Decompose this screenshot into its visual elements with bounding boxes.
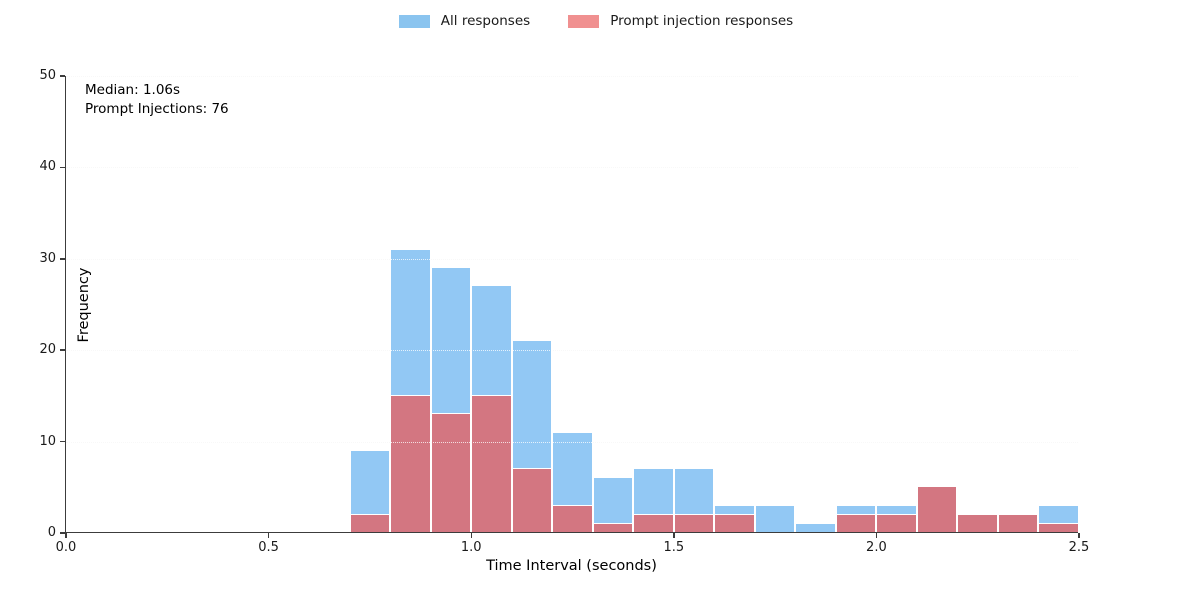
x-axis-label: Time Interval (seconds) [486,558,657,574]
x-tick-label: 0.0 [55,540,77,555]
histogram-bar-all-responses [795,522,836,532]
y-tick-label: 50 [39,68,56,83]
histogram-bar-prompt-injection [916,486,958,532]
histogram-bar-prompt-injection [1038,522,1079,532]
legend-item: All responses [398,13,531,29]
y-axis-tick [59,532,65,534]
histogram-bar-prompt-injection [633,513,674,532]
histogram-bar-prompt-injection [592,522,634,532]
bar-group [633,75,674,532]
y-tick-label: 0 [47,525,56,540]
x-tick-label: 2.5 [1068,540,1090,555]
legend-swatch-icon [568,14,600,28]
x-axis-tick [65,533,67,538]
bar-group [552,75,593,532]
x-axis-tick [875,533,878,538]
legend-item: Prompt injection responses [568,13,793,29]
bar-group [795,75,836,532]
x-tick-label: 0.5 [258,540,279,555]
x-tick-label: 1.5 [663,540,685,555]
bar-group [673,75,715,532]
gridline [66,350,1078,352]
y-tick-label: 30 [39,250,56,266]
bar-group [916,75,958,532]
histogram-bar-prompt-injection [957,513,998,532]
bar-group [1038,75,1079,532]
x-axis-tick [470,533,472,538]
histogram-bar-prompt-injection [471,394,512,532]
histogram-bar-all-responses [592,477,634,532]
histogram-bar-prompt-injection [673,513,715,532]
histogram-bar-prompt-injection [349,513,391,532]
annotation-median: Median: 1.06s [85,82,181,98]
gridline [66,441,1078,443]
histogram-bar-prompt-injection [511,468,553,532]
bar-group [349,75,391,532]
histogram-bar-prompt-injection [835,513,877,532]
x-axis-tick [1078,533,1080,538]
annotation-injections: Prompt Injections: 76 [85,101,229,117]
y-tick-label: 10 [39,433,56,449]
bar-group [471,75,512,532]
bar-group [390,75,431,532]
bar-group [835,75,877,532]
gridline [66,167,1078,169]
legend-label: All responses [440,13,531,29]
histogram-bar-prompt-injection [714,513,755,532]
x-axis-tick [673,533,675,538]
bar-group [754,75,796,532]
plot-area: 0.0 0.5 1.0 1.5 2.0 2.5 0 10 20 30 40 50 [39,68,1089,555]
bar-group [511,75,553,532]
bar-group [592,75,634,532]
y-axis-tick [59,258,65,260]
gridline [66,258,1078,260]
y-tick-label: 20 [39,342,56,358]
histogram-bar-all-responses [754,504,796,532]
y-axis-tick [59,440,65,443]
y-axis-tick [59,349,65,351]
bar-group [957,75,998,532]
histogram-bar-prompt-injection [390,394,431,532]
y-axis-tick [59,166,65,169]
bar-group [430,75,472,532]
histogram-bar-prompt-injection [876,513,917,532]
annotation: Median: 1.06s Prompt Injections: 76 [85,81,229,119]
bar-group [876,75,917,532]
gridline [66,76,1078,77]
x-tick-label: 1.0 [460,540,482,555]
y-tick-label: 40 [39,159,56,175]
y-axis-label: Frequency [76,267,92,343]
histogram-bar-prompt-injection [552,504,593,532]
legend-label: Prompt injection responses [610,13,794,29]
y-axis-tick [59,75,65,77]
bar-group [714,75,755,532]
histogram-bar-prompt-injection [430,413,472,532]
legend-swatch-icon [398,14,430,28]
bar-group [997,75,1039,532]
legend: All responses Prompt injection responses [0,13,1192,29]
x-axis-tick [267,533,270,538]
x-tick-label: 2.0 [866,540,887,555]
histogram-bar-prompt-injection [997,513,1039,532]
